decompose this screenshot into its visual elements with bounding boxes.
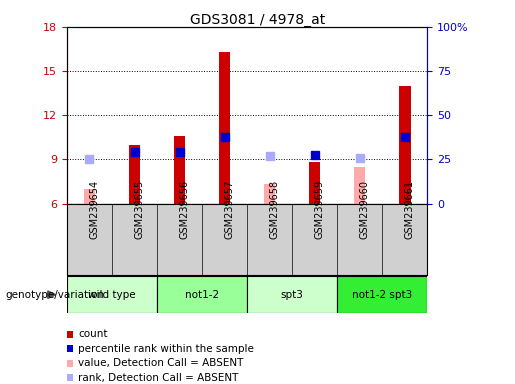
Bar xyxy=(174,136,185,204)
Text: percentile rank within the sample: percentile rank within the sample xyxy=(78,344,254,354)
Text: not1-2: not1-2 xyxy=(185,290,219,300)
Bar xyxy=(337,276,427,313)
Bar xyxy=(157,276,247,313)
Bar xyxy=(247,276,337,313)
Text: not1-2 spt3: not1-2 spt3 xyxy=(352,290,413,300)
Text: GDS3081 / 4978_at: GDS3081 / 4978_at xyxy=(190,13,325,27)
Text: GSM239658: GSM239658 xyxy=(270,180,280,239)
Text: spt3: spt3 xyxy=(281,290,304,300)
Text: GSM239655: GSM239655 xyxy=(134,180,145,239)
Bar xyxy=(84,189,95,204)
Text: GSM239661: GSM239661 xyxy=(405,180,415,239)
Text: genotype/variation: genotype/variation xyxy=(5,290,104,300)
Bar xyxy=(219,52,230,204)
Bar xyxy=(129,145,140,204)
Bar xyxy=(264,184,276,204)
Bar xyxy=(67,276,157,313)
Text: value, Detection Call = ABSENT: value, Detection Call = ABSENT xyxy=(78,358,244,368)
Text: rank, Detection Call = ABSENT: rank, Detection Call = ABSENT xyxy=(78,373,238,383)
Text: GSM239656: GSM239656 xyxy=(180,180,190,239)
Text: wild type: wild type xyxy=(88,290,136,300)
Text: GSM239659: GSM239659 xyxy=(315,180,325,239)
Text: count: count xyxy=(78,329,108,339)
Bar xyxy=(354,167,366,204)
Text: GSM239660: GSM239660 xyxy=(360,180,370,239)
Text: GSM239657: GSM239657 xyxy=(225,180,235,239)
Bar xyxy=(309,162,320,204)
Bar xyxy=(399,86,410,204)
Text: GSM239654: GSM239654 xyxy=(90,180,99,239)
